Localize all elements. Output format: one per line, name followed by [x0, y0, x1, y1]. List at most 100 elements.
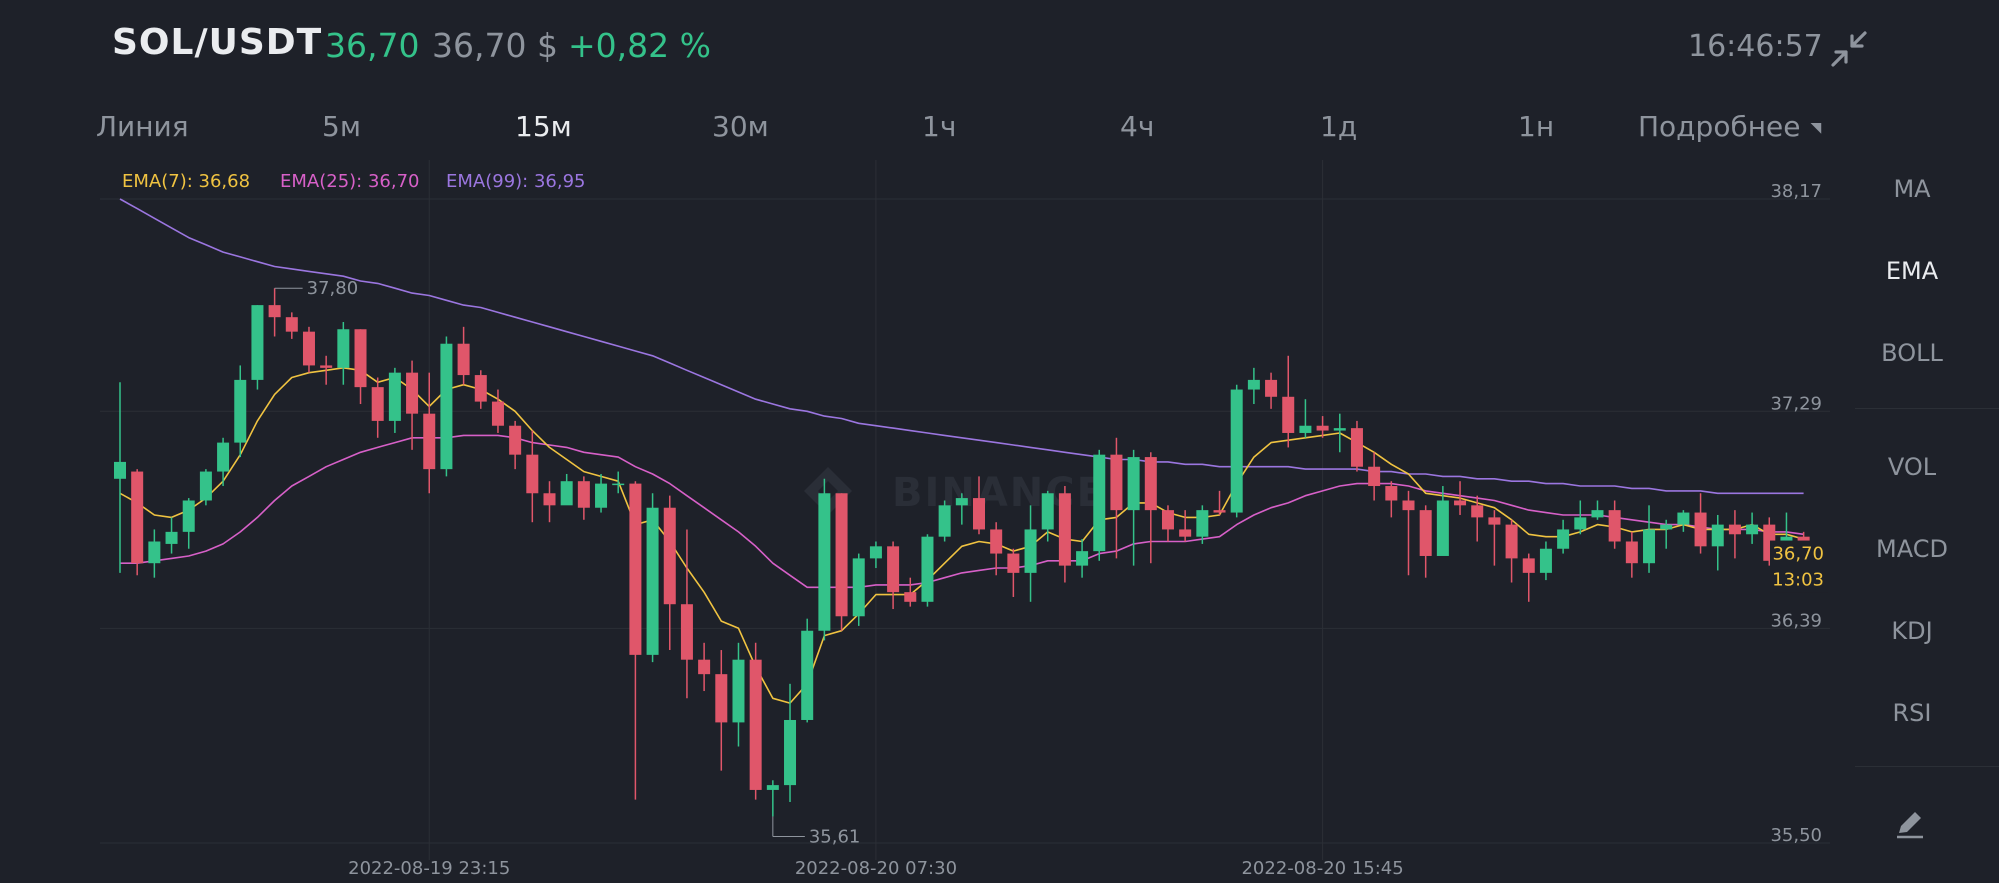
watermark-text: BINANCE	[892, 470, 1106, 516]
candle-body-down	[1179, 529, 1192, 537]
tab-5m[interactable]: 5м	[322, 110, 361, 143]
candle-body-down	[1608, 510, 1621, 542]
candle-body-down	[423, 413, 436, 470]
candle-body-down	[320, 365, 333, 368]
candle-body-up	[612, 483, 625, 486]
candle-body-down	[680, 604, 693, 660]
pencil-icon[interactable]	[1893, 806, 1927, 840]
candle-body-up	[1574, 517, 1587, 530]
candle-body-up	[1746, 524, 1759, 535]
candle-body-up	[1539, 548, 1552, 573]
ticker-header: SOL/USDT 36,70 36,70 $ +0,82 % 16:46:57	[0, 0, 1999, 100]
candle-body-down	[1265, 379, 1278, 397]
candle-body-down	[1454, 500, 1467, 506]
candle-body-down	[543, 493, 556, 506]
candle-body-down	[131, 471, 144, 564]
ema25-line	[120, 434, 1804, 589]
candle-body-down	[1058, 493, 1071, 566]
candle-body-down	[990, 529, 1003, 554]
candle-countdown: 13:03	[1772, 570, 1824, 591]
candle-body-up	[1643, 529, 1656, 564]
collapse-arrows-icon[interactable]	[1830, 30, 1868, 68]
indicator-boll[interactable]: BOLL	[1881, 339, 1943, 367]
candle-body-up	[234, 379, 247, 443]
candle-body-up	[1024, 529, 1037, 573]
candlestick-chart[interactable]: 38,17 37,29 36,39 35,50 2022-08-19 23:15 2022…	[0, 160, 1855, 883]
indicator-kdj[interactable]: KDJ	[1891, 617, 1933, 645]
indicator-vol[interactable]: VOL	[1887, 453, 1937, 481]
candle-body-down	[1213, 510, 1226, 513]
pair-title[interactable]: SOL/USDT	[112, 22, 323, 63]
candle-body-down	[406, 372, 419, 414]
last-price: 36,70	[325, 26, 420, 65]
candle-body-down	[526, 454, 539, 494]
candle-body-down	[1728, 524, 1741, 535]
candle-body-up	[595, 483, 608, 508]
candle-body-down	[629, 483, 642, 655]
ema-legend-item: EMA(7): 36,68	[122, 171, 250, 192]
candle-body-up	[784, 719, 797, 786]
candle-body-down	[749, 659, 762, 790]
candle-body-down	[474, 375, 487, 402]
y-tick-label: 36,39	[1770, 610, 1822, 631]
candle-body-down	[1161, 510, 1174, 530]
x-tick-label: 2022-08-19 23:15	[348, 858, 510, 879]
current-price-label: 36,70	[1772, 544, 1824, 565]
candle-body-down	[887, 546, 900, 593]
candle-body-up	[1557, 529, 1570, 549]
candle-body-up	[182, 500, 195, 532]
tab-1h[interactable]: 1ч	[922, 110, 957, 143]
tab-15m[interactable]: 15м	[515, 110, 572, 143]
high-annotation: 37,80	[307, 278, 359, 299]
x-tick-label: 2022-08-20 15:45	[1241, 858, 1403, 879]
current-price-tag	[1770, 540, 1828, 593]
tab-line[interactable]: Линия	[96, 110, 189, 143]
ema-legend-item: EMA(25): 36,70	[280, 171, 419, 192]
indicator-ma[interactable]: MA	[1893, 175, 1931, 203]
candle-body-up	[818, 493, 831, 631]
candle-body-down	[509, 425, 522, 455]
candle-body-down	[1144, 457, 1157, 511]
tab-4h[interactable]: 4ч	[1120, 110, 1155, 143]
candle-body-down	[302, 331, 315, 366]
candle-body-down	[698, 659, 711, 675]
candle-body-up	[1333, 428, 1346, 431]
tab-more-label: Подробнее	[1638, 110, 1801, 143]
tab-more[interactable]: Подробнее ◥	[1638, 110, 1821, 143]
candle-body-down	[1471, 505, 1484, 518]
candle-body-down	[1419, 510, 1432, 556]
candle-body-up	[217, 442, 230, 472]
price-change: +0,82 %	[568, 26, 711, 65]
candle-body-up	[560, 481, 573, 506]
candle-body-up	[1436, 500, 1449, 556]
candle-body-up	[1230, 389, 1243, 513]
candle-body-down	[904, 592, 917, 602]
candle-body-up	[1076, 551, 1089, 566]
x-tick-label: 2022-08-20 07:30	[795, 858, 957, 879]
candle-body-up	[199, 471, 212, 501]
candle-body-up	[869, 546, 882, 559]
tab-30m[interactable]: 30м	[712, 110, 769, 143]
candle-body-up	[646, 507, 659, 655]
usd-price: 36,70 $	[432, 26, 558, 65]
indicator-rsi[interactable]: RSI	[1892, 699, 1932, 727]
candle-body-down	[1488, 517, 1501, 525]
indicator-macd[interactable]: MACD	[1876, 535, 1948, 563]
candle-body-down	[1316, 425, 1329, 431]
indicator-panel: MA EMA BOLL VOL MACD KDJ RSI	[1855, 160, 1999, 883]
candle-body-down	[1350, 428, 1363, 467]
tab-1d[interactable]: 1д	[1320, 110, 1358, 143]
tab-1w[interactable]: 1н	[1518, 110, 1555, 143]
candle-body-up	[1660, 524, 1673, 530]
candle-body-down	[663, 507, 676, 605]
ema99-line	[119, 198, 1804, 495]
candle-body-up	[148, 541, 161, 564]
candle-body-up	[1677, 512, 1690, 525]
indicator-ema[interactable]: EMA	[1885, 257, 1939, 285]
candle-body-down	[1625, 541, 1638, 564]
candle-body-down	[1007, 553, 1020, 573]
candle-body-down	[973, 498, 985, 530]
candle-body-up	[1196, 510, 1209, 537]
candle-body-up	[165, 531, 178, 544]
